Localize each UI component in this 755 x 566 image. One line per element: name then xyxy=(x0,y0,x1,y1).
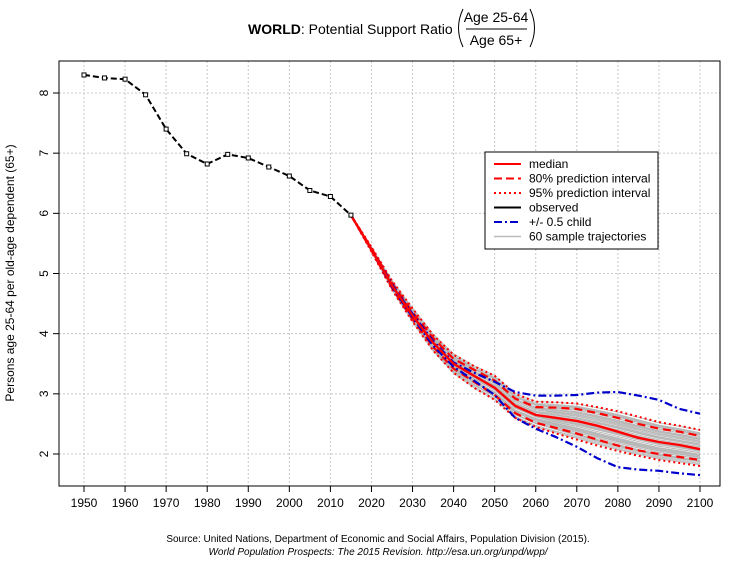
observed-point xyxy=(184,151,190,157)
source-line-1: Source: United Nations, Department of Ec… xyxy=(166,534,589,545)
legend-label: +/- 0.5 child xyxy=(529,215,591,229)
y-axis: 2 3 4 5 6 7 8 xyxy=(37,89,59,457)
title-right-paren xyxy=(529,8,535,48)
observed-point xyxy=(81,72,87,78)
y-tick-label: 8 xyxy=(37,89,51,96)
observed-point xyxy=(122,76,128,82)
y-tick-label: 3 xyxy=(37,390,51,397)
observed-point xyxy=(225,151,231,157)
line-observed xyxy=(83,73,352,216)
observed-point xyxy=(307,187,313,193)
x-tick-label: 1960 xyxy=(112,496,139,510)
x-tick-label: 2050 xyxy=(481,496,508,510)
x-tick-label: 2080 xyxy=(605,496,632,510)
x-tick-label: 2010 xyxy=(317,496,344,510)
observed-point xyxy=(245,155,251,161)
y-tick-label: 5 xyxy=(37,270,51,277)
y-tick-label: 2 xyxy=(37,450,51,457)
x-tick-label: 1990 xyxy=(235,496,262,510)
observed-point xyxy=(163,126,169,132)
legend-label: observed xyxy=(529,201,578,215)
observed-markers xyxy=(81,72,354,218)
y-tick-label: 6 xyxy=(37,210,51,217)
x-tick-label: 2100 xyxy=(687,496,714,510)
y-tick-label: 7 xyxy=(37,150,51,157)
observed-point xyxy=(266,164,272,170)
line-0-5-child xyxy=(349,214,701,415)
legend-label: 60 sample trajectories xyxy=(529,230,646,244)
observed-point xyxy=(143,92,149,98)
chart-title: WORLD: Potential Support Ratio Age 25-64… xyxy=(248,8,535,48)
x-tick-label: 2020 xyxy=(358,496,385,510)
series-lines xyxy=(83,73,701,477)
x-tick-label: 2030 xyxy=(399,496,426,510)
observed-point xyxy=(327,193,333,199)
sample-trajectory xyxy=(350,214,701,450)
line-80-lower xyxy=(349,214,701,462)
x-tick-label: 2070 xyxy=(563,496,590,510)
title-text: WORLD: Potential Support Ratio xyxy=(248,21,453,37)
x-tick-label: 1980 xyxy=(194,496,221,510)
x-tick-label: 2090 xyxy=(646,496,673,510)
sample-trajectories xyxy=(350,214,701,466)
legend-box xyxy=(484,151,659,250)
legend-label: 95% prediction interval xyxy=(529,186,650,200)
sample-trajectory xyxy=(350,214,701,450)
legend-label: 80% prediction interval xyxy=(529,172,650,186)
x-tick-label: 2040 xyxy=(440,496,467,510)
observed-point xyxy=(286,173,292,179)
observed-point xyxy=(204,161,210,167)
line-95-upper xyxy=(350,214,701,431)
y-tick-label: 4 xyxy=(37,330,51,337)
title-numerator: Age 25-64 xyxy=(464,9,529,25)
observed-point xyxy=(348,212,354,218)
observed-point xyxy=(102,75,108,81)
x-tick-label: 1950 xyxy=(71,496,98,510)
x-tick-label: 2060 xyxy=(522,496,549,510)
x-tick-label: 2000 xyxy=(276,496,303,510)
x-axis: 1950 1960 1970 1980 1990 2000 2010 2020 2030 2040… xyxy=(71,486,714,510)
y-axis-label: Persons age 25-64 per old-age dependent … xyxy=(3,144,17,401)
source-line-2: World Population Prospects: The 2015 Rev… xyxy=(208,547,548,558)
title-denominator: Age 65+ xyxy=(470,32,523,48)
grid-lines xyxy=(59,61,720,486)
title-bold: WORLD xyxy=(248,21,301,37)
legend-label: median xyxy=(529,157,568,171)
x-tick-label: 1970 xyxy=(153,496,180,510)
line-80-upper xyxy=(349,214,701,437)
title-rest: : Potential Support Ratio xyxy=(301,21,453,37)
line-median xyxy=(349,214,701,451)
title-left-paren xyxy=(458,8,464,48)
